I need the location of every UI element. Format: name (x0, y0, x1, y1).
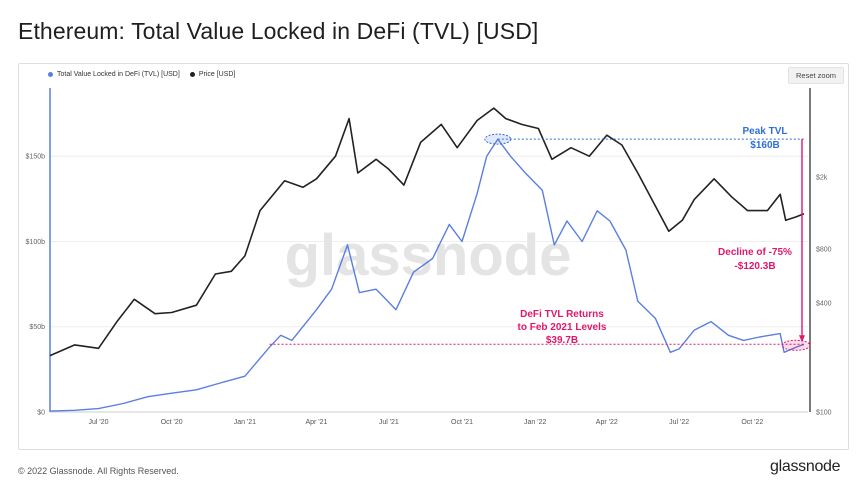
legend: Total Value Locked in DeFi (TVL) [USD] P… (48, 71, 235, 78)
annotation-decline: Decline of -75% (718, 247, 792, 258)
annotation-returns: DeFi TVL Returns (520, 309, 604, 320)
x-tick-label: Jul '22 (669, 419, 689, 426)
y-right-tick-label: $400 (816, 301, 832, 308)
legend-item-price[interactable]: Price [USD] (189, 71, 236, 78)
x-tick-label: Oct '21 (451, 419, 473, 426)
y-left-tick-label: $50b (29, 324, 45, 331)
y-left-tick-label: $100b (26, 239, 46, 246)
legend-label-price: Price [USD] (198, 71, 236, 78)
x-tick-label: Jul '21 (379, 419, 399, 426)
annotation-decline: -$120.3B (734, 261, 775, 272)
legend-item-tvl[interactable]: Total Value Locked in DeFi (TVL) [USD] (48, 71, 180, 78)
decline-arrow-head (799, 335, 805, 343)
return-highlight (781, 339, 811, 351)
x-tick-label: Apr '21 (305, 419, 327, 426)
legend-dot-icon (48, 72, 53, 77)
brand-logo: glassnode (770, 458, 841, 475)
series-line-tvl (49, 138, 805, 412)
series-line-price (49, 107, 805, 357)
x-tick-label: Jan '22 (524, 419, 546, 426)
legend-dot-icon (189, 72, 195, 77)
page-title: Ethereum: Total Value Locked in DeFi (TV… (18, 18, 539, 44)
annotation-peak: $160B (750, 140, 779, 151)
x-tick-label: Jul '20 (89, 419, 109, 426)
legend-label-tvl: Total Value Locked in DeFi (TVL) [USD] (57, 71, 180, 78)
y-right-tick-label: $2k (816, 174, 828, 181)
annotation-returns: $39.7B (546, 335, 578, 346)
reset-zoom-button[interactable]: Reset zoom (788, 67, 844, 84)
y-left-tick-label: $0 (37, 410, 45, 417)
watermark: glassnode (285, 223, 572, 288)
y-right-tick-label: $100 (816, 410, 832, 417)
peak-highlight (484, 133, 512, 145)
annotation-returns: to Feb 2021 Levels (518, 322, 607, 333)
y-left-tick-label: $150b (26, 154, 46, 161)
annotation-peak: Peak TVL (742, 126, 787, 137)
x-tick-label: Oct '20 (161, 419, 183, 426)
y-right-tick-label: $800 (816, 246, 832, 253)
copyright-text: © 2022 Glassnode. All Rights Reserved. (18, 466, 179, 476)
x-tick-label: Apr '22 (596, 419, 618, 426)
x-tick-label: Oct '22 (741, 419, 763, 426)
x-tick-label: Jan '21 (234, 419, 256, 426)
